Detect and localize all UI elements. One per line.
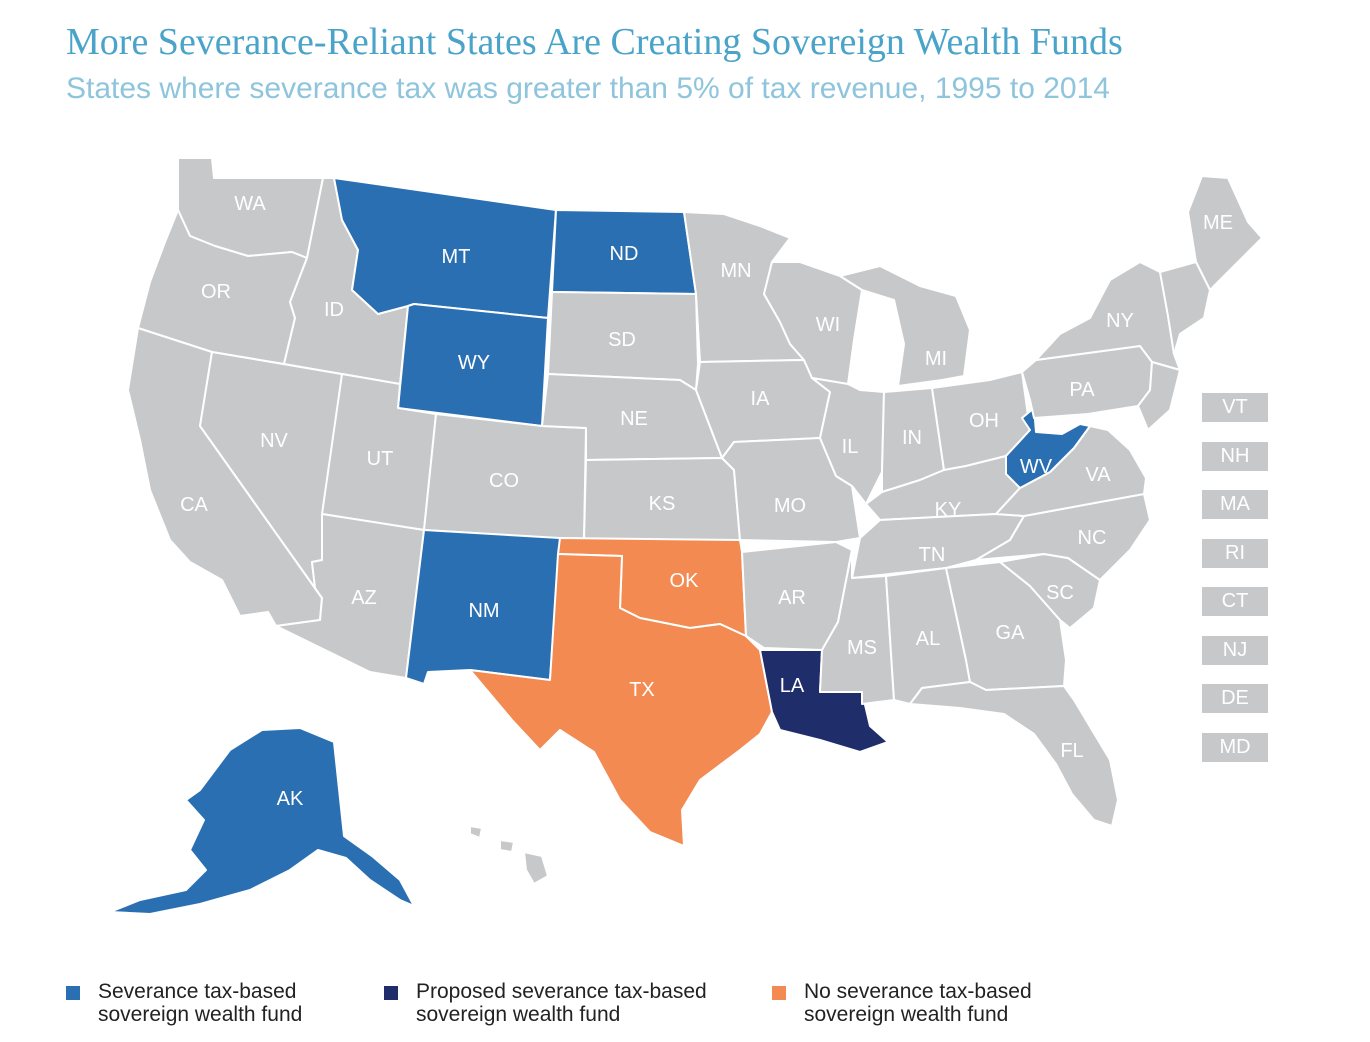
legend-label-line1: Severance tax-based [98,980,297,1003]
state-label-MT: MT [442,246,471,268]
legend-label-line1: Proposed severance tax-based [416,980,707,1003]
state-HI[interactable] [469,825,549,885]
state-FL[interactable] [909,681,1119,827]
state-label-VA: VA [1085,464,1111,486]
state-AK[interactable] [109,727,415,915]
legend-label-line2: sovereign wealth fund [416,1003,621,1026]
state-WV[interactable] [1005,407,1091,489]
small-state-box-NH[interactable]: NH [1202,441,1268,471]
state-label-WY: WY [458,352,490,374]
state-label-SC: SC [1046,582,1074,604]
state-label-WA: WA [234,193,266,215]
state-label-MN: MN [720,260,751,282]
state-label-ME: ME [1203,212,1233,234]
legend-item-proposed: Proposed severance tax-based sovereign w… [384,980,746,1026]
state-label-MS: MS [847,637,877,659]
state-label-OK: OK [670,570,700,592]
small-state-box-RI[interactable]: RI [1202,538,1268,568]
map-title: More Severance-Reliant States Are Creati… [66,21,1123,63]
state-label-HI: HI [502,868,522,890]
state-label-UT: UT [367,448,394,470]
legend-label-line1: No severance tax-based [804,980,1032,1003]
state-label-IL: IL [842,436,859,458]
state-label-AL: AL [916,628,940,650]
state-label-CO: CO [489,470,519,492]
state-label-OH: OH [969,410,999,432]
state-label-GA: GA [996,622,1026,644]
state-MS[interactable] [819,549,895,705]
state-MT[interactable] [333,177,557,319]
state-label-IA: IA [751,388,771,410]
small-state-box-NJ[interactable]: NJ [1202,635,1268,665]
state-MI[interactable] [839,265,971,387]
state-label-CA: CA [180,494,208,516]
state-label-MO: MO [774,495,806,517]
state-label-MI: MI [925,348,947,370]
legend-swatch-fund [66,986,80,1000]
state-label-TN: TN [919,544,946,566]
state-label-AK: AK [277,788,304,810]
state-NE-small [1159,261,1211,355]
small-state-box-CT[interactable]: CT [1202,587,1268,616]
state-label-NM: NM [468,600,499,622]
state-label-NE: NE [620,408,648,430]
state-label-WI: WI [816,314,840,336]
state-label-SD: SD [608,329,636,351]
state-MO[interactable] [721,437,861,543]
state-label-KS: KS [649,493,676,515]
state-label-AZ: AZ [351,587,377,609]
state-TX[interactable] [469,553,773,847]
state-label-ND: ND [610,243,639,265]
state-label-NV: NV [260,430,288,452]
small-state-box-DE[interactable]: DE [1202,684,1268,713]
state-label-ID: ID [324,299,344,321]
small-state-box-VT[interactable]: VT [1202,393,1268,422]
state-label-WV: WV [1020,456,1053,478]
small-state-box-MD[interactable]: MD [1202,732,1268,762]
legend-item-none: No severance tax-based sovereign wealth … [772,980,1104,1026]
small-state-box-MA[interactable]: MA [1202,490,1268,519]
legend-swatch-proposed [384,986,398,1000]
state-label-IN: IN [902,427,922,449]
state-label-AR: AR [778,587,806,609]
legend-item-fund: Severance tax-based sovereign wealth fun… [66,980,358,1026]
state-label-KY: KY [935,499,962,521]
state-label-OR: OR [201,281,231,303]
state-label-NY: NY [1106,310,1134,332]
state-label-PA: PA [1069,379,1095,401]
state-label-LA: LA [780,675,805,697]
map-subtitle: States where severance tax was greater t… [66,72,1110,105]
legend-swatch-none [772,986,786,1000]
state-label-FL: FL [1060,740,1083,762]
state-label-NC: NC [1078,527,1107,549]
legend-label-line2: sovereign wealth fund [98,1003,303,1026]
state-label-TX: TX [629,679,655,701]
legend-label-line2: sovereign wealth fund [804,1003,1009,1026]
state-NJ-area [1137,361,1181,431]
